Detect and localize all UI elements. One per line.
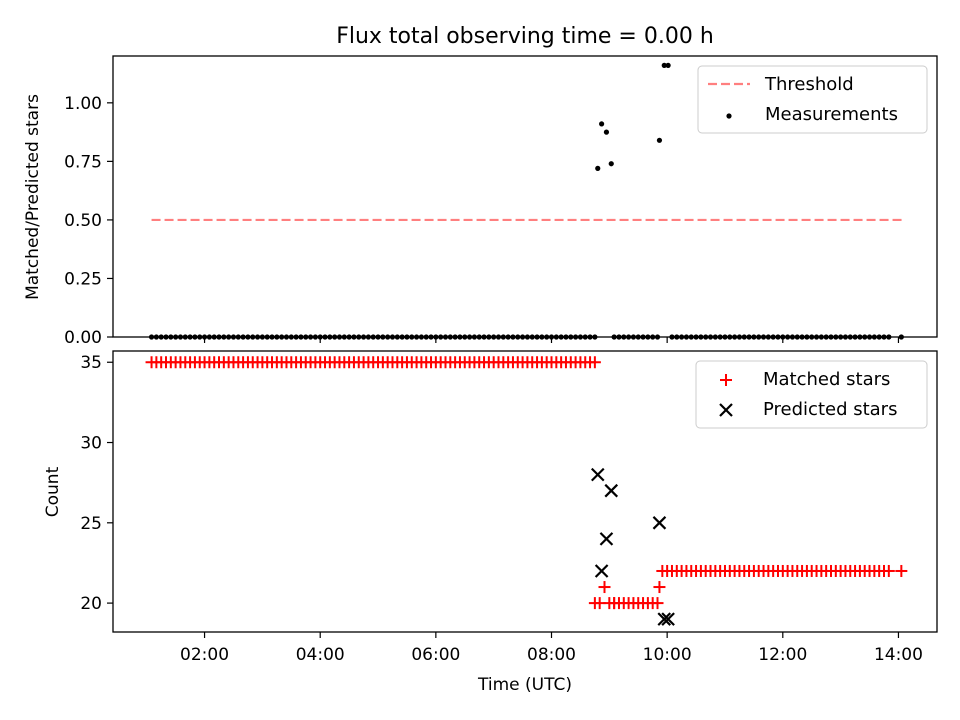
count-plot-area xyxy=(145,356,908,626)
measurement-point xyxy=(656,137,663,143)
predicted-star-marker xyxy=(594,564,609,578)
count-xtick-label: 08:00 xyxy=(527,645,576,665)
measurement-point xyxy=(595,165,601,171)
ratio-panel: 0.00 0.25 0.50 0.75 1.00 Matched/Predicted s… xyxy=(23,55,938,348)
count-x-axis-label: Time (UTC) xyxy=(477,675,572,695)
measurement-point xyxy=(603,129,610,135)
ratio-ytick-label: 1.00 xyxy=(64,94,102,114)
count-legend-box xyxy=(695,360,928,429)
matched-star-marker xyxy=(598,581,611,594)
ratio-ytick-label: 0.00 xyxy=(64,328,102,348)
legend-measurements-label: Measurements xyxy=(765,104,898,125)
matched-star-marker xyxy=(588,356,601,369)
count-xtick-label: 02:00 xyxy=(180,645,229,665)
count-ytick-label: 30 xyxy=(80,434,102,454)
legend-threshold-label: Threshold xyxy=(764,74,854,95)
legend-predicted-swatch xyxy=(719,403,733,417)
measurement-point xyxy=(608,161,614,167)
legend-matched-swatch xyxy=(720,374,732,386)
ratio-ytick-label: 0.25 xyxy=(64,269,102,289)
predicted-star-marker xyxy=(661,612,675,626)
ratio-plot-frame xyxy=(112,55,938,338)
predicted-star-marker xyxy=(652,516,667,530)
legend-matched-label: Matched stars xyxy=(763,369,890,390)
count-ytick-label: 25 xyxy=(80,514,102,534)
measurement-point xyxy=(661,62,667,68)
ratio-ytick-label: 0.50 xyxy=(64,211,102,231)
legend-measurements-swatch xyxy=(726,113,732,119)
predicted-star-marker xyxy=(604,483,619,498)
count-x-axis: 02:00 04:00 06:00 08:00 10:00 12:00 14:00 xyxy=(180,632,923,665)
ratio-ytick-label: 0.75 xyxy=(64,152,102,172)
legend-predicted-label: Predicted stars xyxy=(763,399,897,420)
count-xtick-label: 14:00 xyxy=(874,645,923,665)
count-y-axis: 20 25 30 35 xyxy=(80,353,113,614)
measurement-point xyxy=(599,121,605,127)
ratio-legend-box xyxy=(697,65,928,134)
count-y-axis-label: Count xyxy=(43,466,63,517)
figure-title: Flux total observing time = 0.00 h xyxy=(336,24,714,49)
count-legend: Matched stars Predicted stars xyxy=(695,360,928,429)
count-xtick-label: 04:00 xyxy=(296,645,345,665)
ratio-y-axis-label: Matched/Predicted stars xyxy=(23,94,43,300)
count-xtick-label: 10:00 xyxy=(643,645,692,665)
count-ytick-label: 35 xyxy=(80,353,102,373)
matched-star-marker xyxy=(653,581,666,594)
matched-star-marker xyxy=(882,564,895,577)
ratio-legend: Threshold Measurements xyxy=(697,65,928,134)
ratio-x-axis xyxy=(203,337,900,343)
count-plot-frame xyxy=(112,350,938,633)
predicted-star-marker xyxy=(657,612,672,626)
count-xtick-label: 12:00 xyxy=(758,645,807,665)
predicted-star-marker xyxy=(599,532,614,546)
predicted-star-marker xyxy=(590,467,605,482)
ratio-y-axis: 0.00 0.25 0.50 0.75 1.00 xyxy=(64,94,113,348)
matched-star-marker xyxy=(651,597,664,610)
matched-star-marker xyxy=(895,564,908,577)
count-panel: 20 25 30 35 02:00 04:00 06:00 08:00 10:00 12:00 1… xyxy=(43,350,938,695)
measurement-point xyxy=(665,62,671,68)
count-ytick-label: 20 xyxy=(80,594,102,614)
count-xtick-label: 06:00 xyxy=(411,645,460,665)
